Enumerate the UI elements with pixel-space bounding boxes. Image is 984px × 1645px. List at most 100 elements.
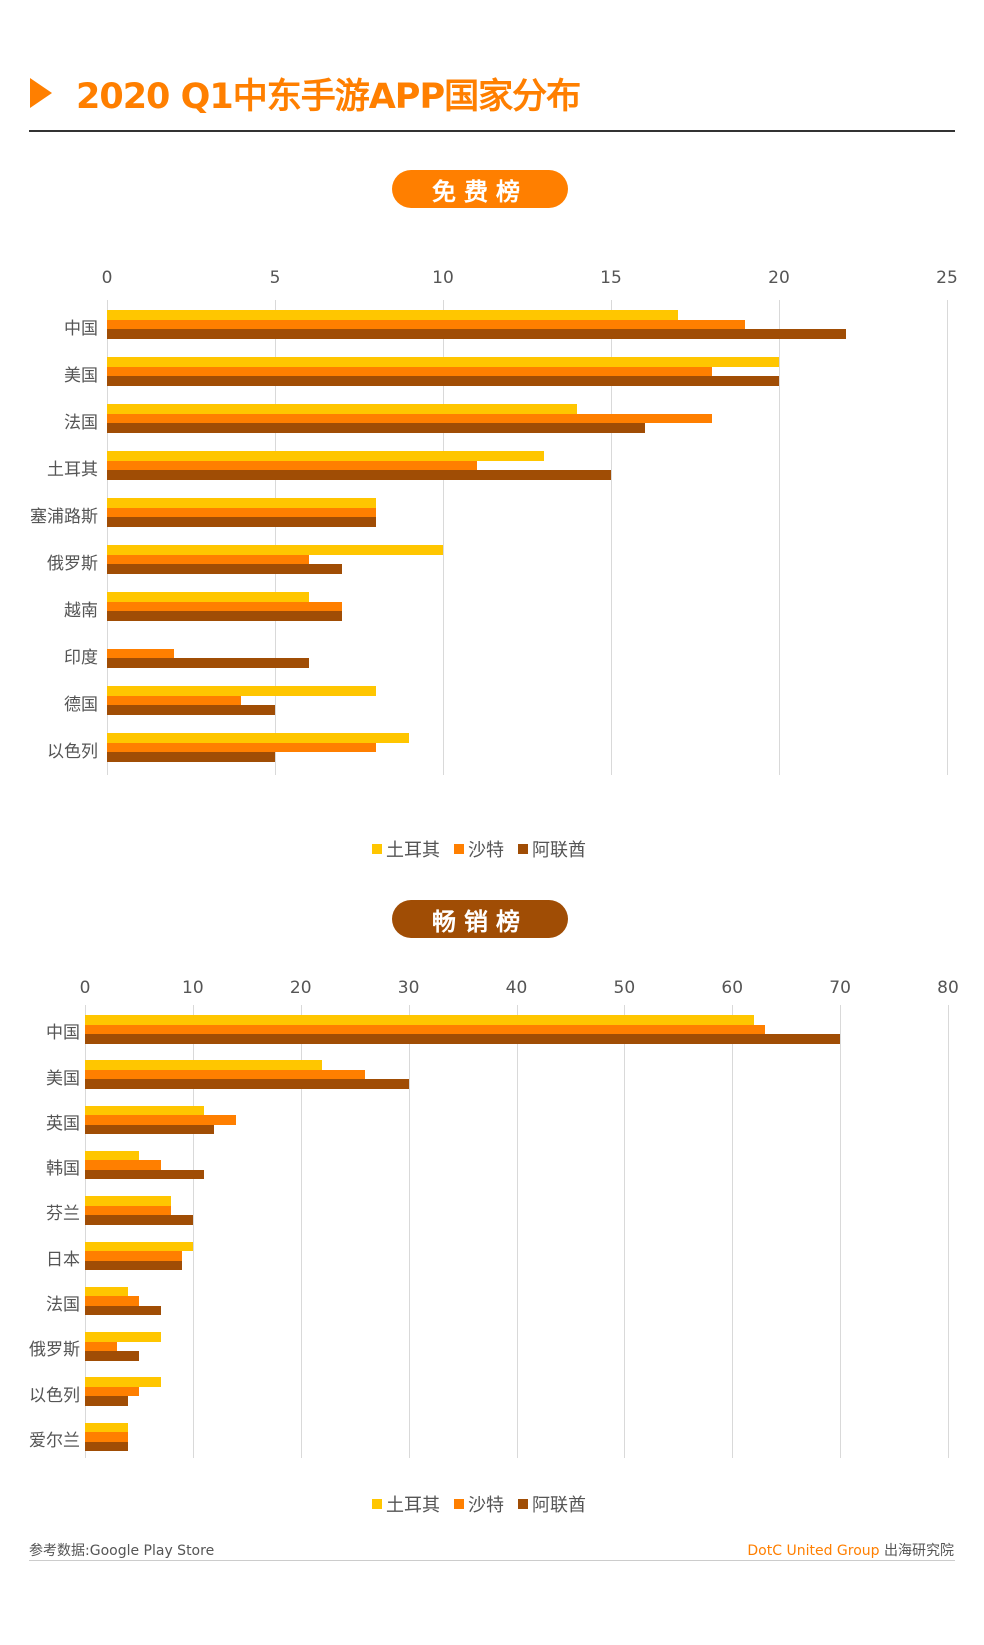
bar <box>107 329 847 340</box>
category-label: 法国 <box>64 412 98 433</box>
bar <box>85 1332 161 1342</box>
bar <box>107 611 343 622</box>
legend-label: 阿联酋 <box>532 1495 586 1516</box>
bar <box>85 1160 161 1170</box>
free-chart-legend: 土耳其 沙特 阿联酋 <box>372 836 600 862</box>
gridline <box>300 1005 302 1458</box>
x-tick-label: 0 <box>79 978 91 998</box>
x-tick-label: 10 <box>432 268 454 288</box>
gridline <box>947 300 948 775</box>
gridline <box>85 1005 86 1458</box>
category-label: 中国 <box>46 1023 80 1044</box>
brand-credit: DotC United Group 出海研究院 <box>747 1540 954 1560</box>
bar <box>107 413 712 424</box>
bar <box>85 1341 118 1352</box>
bar <box>107 733 410 743</box>
gridline <box>840 1005 842 1458</box>
bar <box>107 752 275 763</box>
bar <box>85 1124 215 1135</box>
bar <box>107 601 343 612</box>
bar <box>85 1079 409 1089</box>
bar <box>107 507 376 518</box>
legend-label: 阿联酋 <box>532 840 586 861</box>
gridline <box>408 1005 410 1458</box>
category-label: 土耳其 <box>47 459 98 480</box>
bar <box>85 1060 323 1070</box>
gridline <box>107 300 108 775</box>
bar <box>107 564 343 575</box>
legend-swatch-icon <box>518 844 528 854</box>
grossing-chart-title-badge: 畅销榜 <box>392 900 568 938</box>
x-tick-label: 10 <box>182 978 204 998</box>
legend-label: 土耳其 <box>386 1495 440 1516</box>
data-source-note: 参考数据:Google Play Store <box>29 1543 215 1559</box>
bar <box>107 592 309 602</box>
bar <box>85 1069 366 1080</box>
bar <box>85 1115 237 1125</box>
legend-item: 沙特 <box>454 1491 504 1517</box>
bar <box>107 460 477 471</box>
bar <box>107 366 712 377</box>
legend-swatch-icon <box>454 844 464 854</box>
bar <box>85 1377 161 1387</box>
category-label: 韩国 <box>46 1159 80 1180</box>
legend-label: 沙特 <box>468 1495 504 1516</box>
x-tick-label: 5 <box>269 268 281 288</box>
bar <box>107 648 175 659</box>
bar <box>107 498 376 508</box>
brand-name: DotC United Group <box>747 1543 880 1559</box>
bar <box>85 1441 129 1452</box>
bar <box>85 1296 139 1306</box>
category-label: 法国 <box>46 1295 80 1316</box>
category-label: 以色列 <box>29 1385 80 1406</box>
category-label: 塞浦路斯 <box>30 506 98 527</box>
legend-swatch-icon <box>372 844 382 854</box>
x-tick-label: 40 <box>505 978 528 998</box>
bar <box>107 357 779 367</box>
bar <box>85 1286 129 1297</box>
bar <box>85 1396 129 1406</box>
legend-label: 土耳其 <box>386 840 440 861</box>
bar <box>85 1422 129 1433</box>
gridline <box>275 300 276 775</box>
legend-item: 阿联酋 <box>518 1491 586 1517</box>
x-tick-label: 15 <box>600 268 622 288</box>
category-label: 俄罗斯 <box>29 1340 80 1361</box>
category-label: 日本 <box>46 1249 80 1270</box>
gridline <box>192 1005 194 1458</box>
x-tick-label: 60 <box>721 978 744 998</box>
gridline <box>611 300 612 775</box>
category-label: 德国 <box>64 694 98 715</box>
category-label: 印度 <box>64 647 98 668</box>
legend-swatch-icon <box>454 1499 464 1509</box>
category-label: 芬兰 <box>46 1204 80 1225</box>
x-tick-label: 0 <box>101 268 113 288</box>
legend-item: 土耳其 <box>372 836 440 862</box>
bar <box>107 517 376 528</box>
category-label: 越南 <box>64 600 98 621</box>
gridline <box>624 1005 626 1458</box>
legend-item: 沙特 <box>454 836 504 862</box>
bar <box>85 1205 172 1216</box>
free-chart-title-badge: 免费榜 <box>392 170 568 208</box>
bar <box>85 1251 183 1261</box>
gridline <box>948 1005 949 1458</box>
bar <box>85 1169 204 1180</box>
bar <box>107 695 242 706</box>
category-label: 美国 <box>46 1068 80 1089</box>
bar <box>107 470 611 481</box>
x-tick-label: 20 <box>289 978 312 998</box>
x-tick-label: 70 <box>829 978 851 998</box>
brand-suffix: 出海研究院 <box>884 1543 954 1559</box>
bar <box>107 451 544 461</box>
bar <box>85 1150 139 1161</box>
bar <box>85 1386 139 1397</box>
page-title: 2020 Q1中东手游APP国家分布 <box>76 76 581 117</box>
bar <box>85 1241 193 1251</box>
bar <box>85 1260 183 1270</box>
bar <box>85 1015 754 1025</box>
x-tick-label: 80 <box>937 978 959 998</box>
category-label: 爱尔兰 <box>29 1430 80 1451</box>
x-tick-label: 25 <box>936 268 958 288</box>
bar <box>107 554 309 565</box>
